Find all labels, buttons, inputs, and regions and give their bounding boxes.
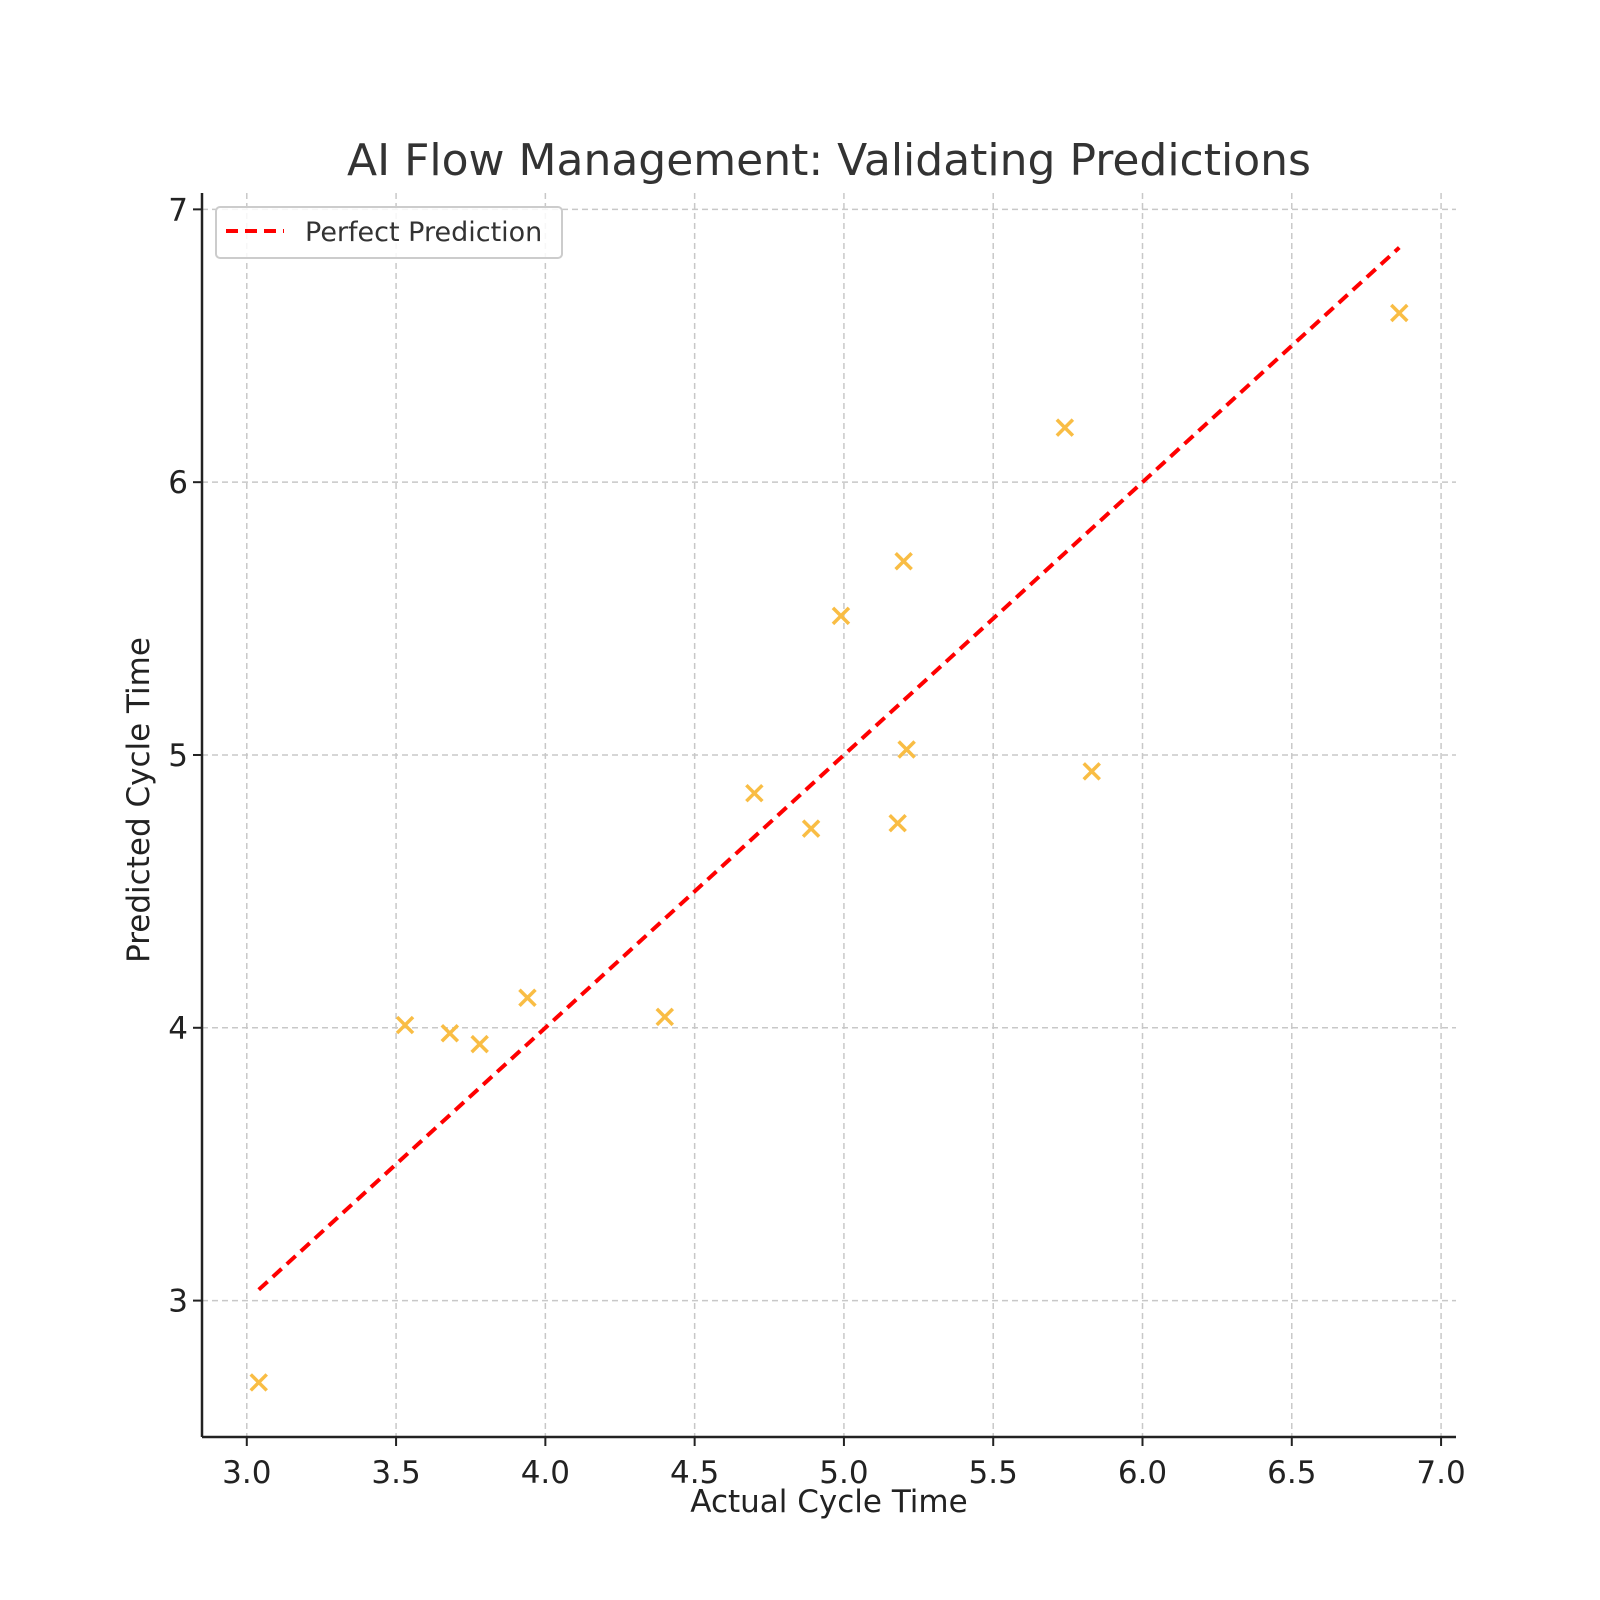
x-tick-label: 3.0 [222, 1455, 271, 1491]
marker-stroke [395, 1015, 415, 1035]
y-axis-ticks: 3 4 5 6 7 [168, 192, 202, 1320]
marker-stroke [655, 1007, 675, 1027]
y-axis-label: Predicted Cycle Time [121, 637, 157, 963]
grid-lines [202, 193, 1456, 1437]
data-point-x-marker [888, 813, 907, 833]
marker-stroke [888, 813, 907, 833]
scatter-points [249, 303, 1409, 1392]
data-point-x-marker [831, 606, 851, 626]
y-tick-label: 6 [168, 465, 188, 501]
data-point-x-marker [897, 740, 916, 759]
x-tick-label: 4.0 [521, 1455, 570, 1491]
y-tick-label: 5 [168, 738, 188, 774]
x-axis-ticks: 3.0 3.5 4.0 4.5 5.0 5.5 6.0 6.5 7.0 [222, 1437, 1466, 1491]
marker-stroke [801, 819, 821, 838]
x-tick-label: 6.0 [1118, 1455, 1167, 1491]
marker-stroke [894, 552, 913, 571]
axes [200, 193, 1456, 1439]
data-point-x-marker [1082, 762, 1101, 781]
marker-stroke [745, 783, 764, 803]
marker-stroke [518, 988, 537, 1008]
marker-stroke [1390, 303, 1409, 323]
chart-title: AI Flow Management: Validating Predictio… [347, 135, 1311, 186]
data-point-x-marker [894, 552, 913, 571]
marker-stroke [1082, 762, 1101, 781]
legend-box [215, 206, 563, 259]
perfect-prediction-line [257, 246, 1401, 1292]
data-point-x-marker [440, 1024, 460, 1043]
x-tick-label: 5.5 [969, 1455, 1018, 1491]
marker-stroke [440, 1024, 460, 1043]
y-tick-label: 3 [168, 1284, 188, 1320]
marker-stroke [1055, 418, 1075, 437]
data-point-x-marker [801, 819, 821, 838]
marker-stroke [831, 606, 851, 626]
marker-stroke [897, 740, 916, 759]
x-tick-label: 3.5 [371, 1455, 420, 1491]
marker-stroke [470, 1034, 489, 1054]
x-axis-label: Actual Cycle Time [690, 1484, 967, 1520]
data-point-x-marker [470, 1034, 489, 1054]
data-point-x-marker [1390, 303, 1409, 323]
x-tick-label: 5.0 [819, 1455, 868, 1491]
marker-stroke [249, 1373, 268, 1392]
data-point-x-marker [655, 1007, 675, 1027]
x-tick-label: 4.5 [670, 1455, 719, 1491]
data-point-x-marker [745, 783, 764, 803]
y-tick-label: 4 [168, 1011, 188, 1047]
y-tick-label: 7 [168, 192, 188, 228]
data-point-x-marker [1055, 418, 1075, 437]
data-point-x-marker [395, 1015, 415, 1035]
x-tick-label: 6.5 [1267, 1455, 1316, 1491]
legend: Perfect Prediction [215, 206, 563, 259]
x-tick-label: 7.0 [1416, 1455, 1465, 1491]
legend-label-perfect-prediction: Perfect Prediction [305, 217, 542, 248]
data-point-x-marker [518, 988, 537, 1008]
data-point-x-marker [249, 1373, 268, 1392]
perfect-prediction-layer [257, 246, 1401, 1292]
